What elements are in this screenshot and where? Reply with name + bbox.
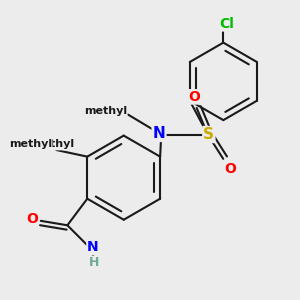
- Text: N: N: [87, 240, 99, 254]
- Text: methyl: methyl: [32, 140, 74, 149]
- Text: S: S: [203, 127, 214, 142]
- Text: O: O: [188, 90, 200, 104]
- Text: H: H: [89, 256, 99, 269]
- Text: methyl: methyl: [9, 140, 52, 149]
- Text: N: N: [153, 126, 165, 141]
- Text: O: O: [224, 162, 236, 176]
- Text: methyl: methyl: [84, 106, 127, 116]
- Text: O: O: [26, 212, 38, 226]
- Text: Cl: Cl: [219, 17, 234, 31]
